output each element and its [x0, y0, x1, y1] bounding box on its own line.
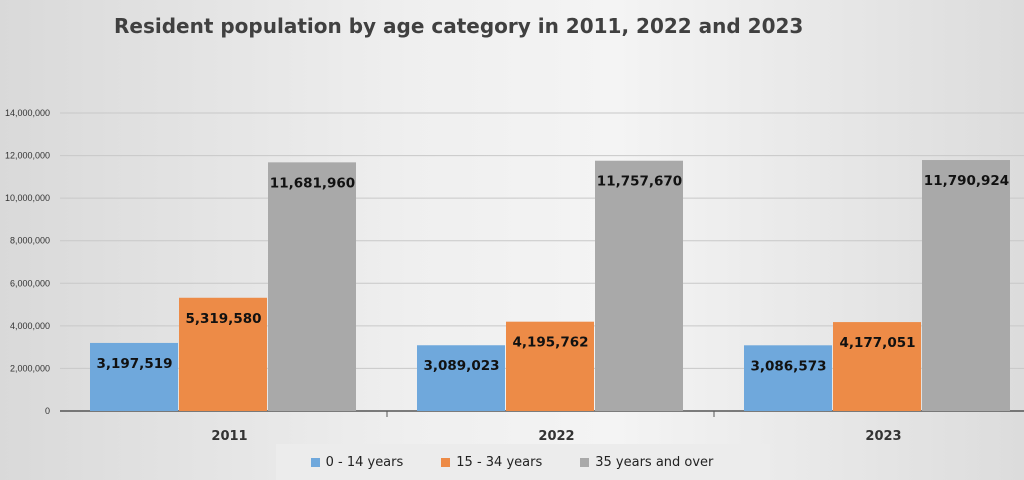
legend-item-0-14: 0 - 14 years [310, 455, 404, 470]
legend-item-35-plus: 35 years and over [580, 455, 713, 470]
y-tick-label: 8,000,000 [10, 236, 50, 246]
data-label: 4,177,051 [839, 335, 915, 351]
data-label: 4,195,762 [512, 335, 588, 351]
y-tick-label: 10,000,000 [5, 193, 50, 203]
y-tick-label: 6,000,000 [10, 278, 50, 288]
bar [268, 162, 356, 411]
legend-label-15-34: 15 - 34 years [456, 455, 543, 470]
data-label: 11,790,924 [924, 173, 1009, 189]
bar [922, 160, 1010, 411]
legend-background [276, 444, 770, 480]
x-tick-label: 2011 [211, 429, 247, 444]
legend-swatch-15-34 [441, 458, 451, 467]
x-tick-label: 2022 [538, 429, 574, 444]
data-label: 3,089,023 [423, 358, 499, 374]
legend: 0 - 14 years 15 - 34 years 35 years and … [0, 455, 1024, 470]
bar [90, 342, 178, 411]
legend-label-0-14: 0 - 14 years [325, 455, 404, 470]
y-tick-label: 2,000,000 [10, 363, 50, 373]
legend-label-35-plus: 35 years and over [595, 455, 714, 470]
data-label: 3,086,573 [750, 358, 826, 374]
bar [179, 297, 267, 411]
x-tick-label: 2023 [865, 429, 901, 444]
y-tick-label: 4,000,000 [10, 321, 50, 331]
y-tick-label: 0 [45, 406, 50, 416]
legend-swatch-35-plus [580, 458, 590, 467]
bar [506, 321, 594, 411]
bar [595, 160, 683, 411]
data-label: 5,319,580 [185, 311, 261, 327]
bar [833, 322, 921, 411]
bar [744, 345, 832, 411]
data-label: 11,681,960 [270, 175, 355, 191]
chart-title: Resident population by age category in 2… [114, 14, 804, 38]
y-tick-label: 12,000,000 [5, 151, 50, 161]
data-label: 11,757,670 [597, 174, 682, 190]
bar [417, 345, 505, 411]
y-tick-label: 14,000,000 [5, 108, 50, 118]
data-label: 3,197,519 [96, 356, 172, 372]
legend-item-15-34: 15 - 34 years [441, 455, 542, 470]
legend-swatch-0-14 [310, 458, 320, 467]
